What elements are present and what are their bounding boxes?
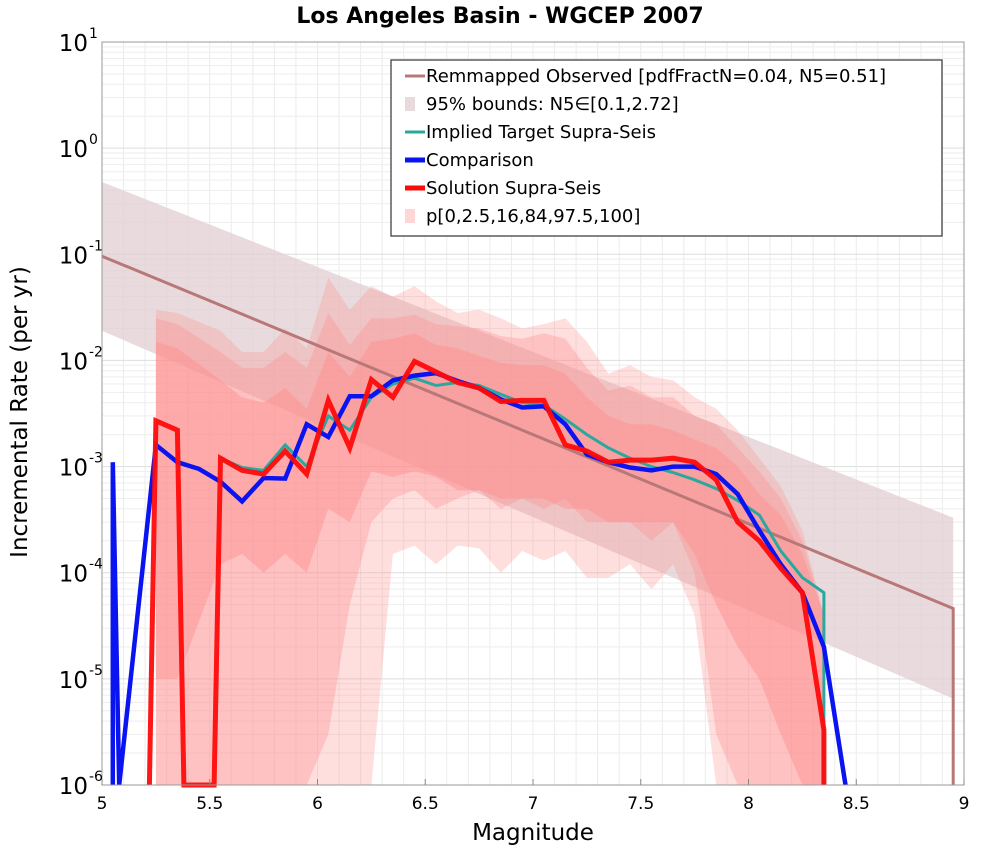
y-tick-exponent: 0 — [89, 132, 98, 148]
y-tick-exponent: 1 — [89, 26, 98, 42]
x-tick-label: 7.5 — [627, 794, 654, 814]
y-tick-label: 10 — [59, 456, 88, 482]
y-tick-label: 10 — [59, 137, 88, 163]
solution-supra-seis-line — [146, 358, 827, 788]
x-axis-label: Magnitude — [472, 820, 594, 846]
y-tick-base: 10 — [59, 349, 88, 375]
y-tick-label: 10 — [59, 31, 88, 57]
y-tick-base: 10 — [59, 243, 88, 269]
y-tick-base: 10 — [59, 31, 88, 57]
x-tick-label: 9 — [959, 794, 970, 814]
y-tick-label: 10 — [59, 349, 88, 375]
legend-label: Implied Target Supra-Seis — [426, 122, 656, 143]
y-tick-exponent: -2 — [89, 344, 103, 360]
legend: Remmapped Observed [pdfFractN=0.04, N5=0… — [390, 59, 943, 237]
legend-swatch-patch — [405, 209, 415, 223]
plot-area — [101, 182, 955, 788]
x-tick-label: 5.5 — [196, 794, 223, 814]
legend-box — [390, 59, 943, 237]
x-tick-label: 8 — [743, 794, 754, 814]
percentile-band-p16-p84 — [155, 333, 824, 785]
legend-swatch-patch — [405, 97, 415, 111]
y-tick-label: 10 — [59, 774, 88, 800]
legend-label: Remmapped Observed [pdfFractN=0.04, N5=0… — [426, 66, 886, 87]
x-tick-label: 8.5 — [843, 794, 870, 814]
legend-label: p[0,2.5,16,84,97.5,100] — [426, 206, 640, 227]
axis-ticks: 5 5.5 6 6.5 7 7.5 8 8.5 910 110 010 -110 -210 -310 -41… — [59, 26, 970, 814]
y-tick-exponent: -1 — [89, 238, 103, 254]
y-tick-base: 10 — [59, 774, 88, 800]
y-axis-label: Incremental Rate (per yr) — [7, 266, 33, 558]
y-tick-base: 10 — [59, 668, 88, 694]
y-tick-exponent: -5 — [89, 663, 103, 679]
y-tick-label: 10 — [59, 562, 88, 588]
chart-title: Los Angeles Basin - WGCEP 2007 — [296, 4, 703, 29]
y-tick-exponent: -3 — [89, 451, 103, 467]
y-tick-exponent: -6 — [89, 769, 103, 785]
y-tick-base: 10 — [59, 137, 88, 163]
y-tick-base: 10 — [59, 562, 88, 588]
x-tick-label: 6.5 — [412, 794, 439, 814]
remapped-observed-line — [101, 254, 955, 785]
x-tick-label: 6 — [312, 794, 323, 814]
legend-label: 95% bounds: N5∈[0.1,2.72] — [426, 94, 679, 115]
observed-95-bounds-band — [102, 182, 954, 699]
y-tick-base: 10 — [59, 456, 88, 482]
y-tick-label: 10 — [59, 668, 88, 694]
x-tick-label: 5 — [97, 794, 108, 814]
y-tick-label: 10 — [59, 243, 88, 269]
legend-label: Comparison — [426, 150, 534, 171]
legend-label: Solution Supra-Seis — [426, 178, 601, 199]
x-tick-label: 7 — [528, 794, 539, 814]
y-tick-exponent: -4 — [89, 557, 103, 573]
percentile-band-p0-p100 — [155, 277, 824, 785]
